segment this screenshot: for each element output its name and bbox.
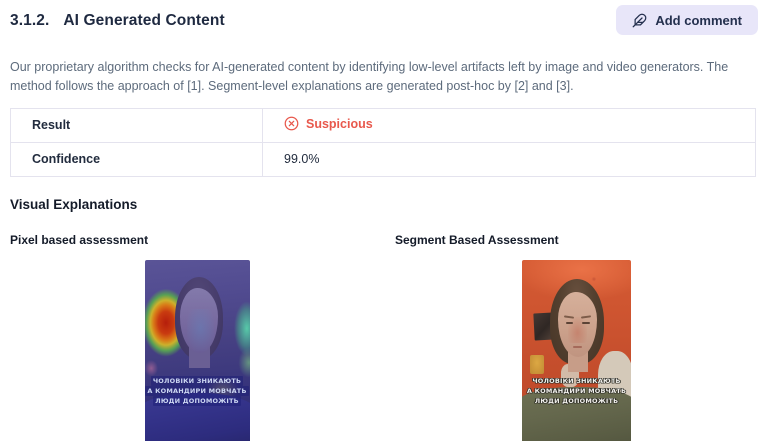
person-shirt (522, 387, 631, 441)
segment-image-wrap: ЧОЛОВІКИ ЗНИКАЮТЬ А КОМАНДИРИ МОВЧАТЬ ЛЮ… (395, 259, 758, 441)
mouth (573, 346, 582, 349)
visual-explanations-title: Visual Explanations (10, 196, 138, 212)
result-value-cell: Suspicious (262, 107, 756, 143)
video-caption-line: А КОМАНДИРИ МОВЧАТЬ (526, 386, 627, 395)
table-row-result: Result Suspicious (10, 107, 756, 143)
pixel-heatmap-image: ЧОЛОВІКИ ЗНИКАЮТЬ А КОМАНДИРИ МОВЧАТЬ ЛЮ… (144, 259, 250, 441)
lamp (529, 354, 544, 374)
video-caption: ЧОЛОВІКИ ЗНИКАЮТЬ А КОМАНДИРИ МОВЧАТЬ ЛЮ… (522, 376, 631, 406)
section-description: Our proprietary algorithm checks for AI-… (10, 60, 729, 94)
eye-right (582, 322, 590, 324)
face-blush (567, 316, 588, 344)
add-comment-button[interactable]: Add comment (616, 5, 758, 35)
suspicious-icon (284, 116, 299, 131)
page-title: 3.1.2. AI Generated Content (10, 12, 225, 30)
quill-icon (632, 13, 647, 28)
results-table: Result Suspicious C (10, 107, 756, 177)
segment-assessment-caption: Segment Based Assessment (395, 232, 559, 247)
eye-left (565, 322, 573, 324)
visual-explanations-columns: Pixel based assessment ЧОЛОВІКИ ЗНИКАЮТЬ… (10, 233, 758, 441)
table-row-confidence: Confidence 99.0% (10, 141, 756, 177)
confidence-value: 99.0% (262, 141, 756, 177)
status-text: Suspicious (306, 116, 373, 131)
heatmap-face-glow (186, 309, 214, 351)
pixel-image-wrap: ЧОЛОВІКИ ЗНИКАЮТЬ А КОМАНДИРИ МОВЧАТЬ ЛЮ… (10, 259, 384, 441)
section-header: 3.1.2. AI Generated Content Add comment (10, 0, 758, 35)
video-caption-line: ЛЮДИ ДОПОМОЖІТЬ (534, 396, 619, 405)
section-title: AI Generated Content (63, 12, 225, 29)
video-caption-line: ЧОЛОВІКИ ЗНИКАЮТЬ (532, 376, 621, 385)
segment-overlay-image: ЧОЛОВІКИ ЗНИКАЮТЬ А КОМАНДИРИ МОВЧАТЬ ЛЮ… (522, 259, 631, 441)
pixel-assessment-caption: Pixel based assessment (10, 232, 149, 247)
video-caption-line: А КОМАНДИРИ МОВЧАТЬ (145, 385, 249, 396)
video-caption-line: ЧОЛОВІКИ ЗНИКАЮТЬ (150, 375, 244, 386)
result-label: Result (10, 107, 263, 143)
person-face (557, 292, 598, 357)
video-caption-line: ЛЮДИ ДОПОМОЖІТЬ (153, 395, 241, 406)
person-face (180, 288, 218, 353)
confidence-label: Confidence (10, 141, 263, 177)
add-comment-label: Add comment (655, 12, 742, 28)
segment-assessment-column: Segment Based Assessment (384, 233, 758, 441)
pixel-assessment-column: Pixel based assessment ЧОЛОВІКИ ЗНИКАЮТЬ… (10, 233, 384, 441)
section-number: 3.1.2. (10, 12, 50, 29)
video-caption: ЧОЛОВІКИ ЗНИКАЮТЬ А КОМАНДИРИ МОВЧАТЬ ЛЮ… (145, 375, 250, 406)
status-badge: Suspicious (284, 116, 373, 131)
